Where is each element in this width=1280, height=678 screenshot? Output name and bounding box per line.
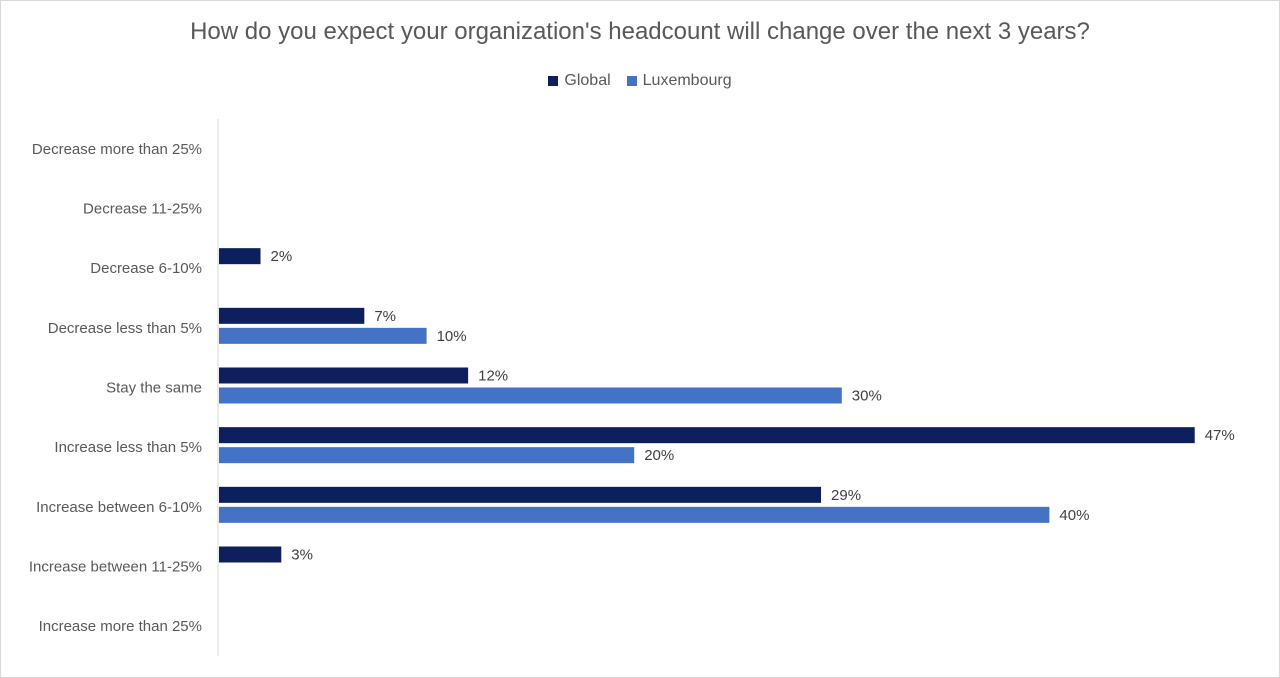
category-label: Decrease 6-10% (90, 260, 202, 277)
bar-luxembourg (219, 387, 842, 404)
data-label-global: 47% (1205, 427, 1235, 444)
chart-title: How do you expect your organization's he… (190, 18, 1090, 45)
bar-global (219, 427, 1195, 444)
data-label-global: 3% (291, 547, 313, 564)
legend-label-global: Global (564, 72, 611, 89)
legend-item-luxembourg: Luxembourg (626, 72, 732, 90)
category-label: Increase between 6-10% (36, 499, 202, 516)
chart-legend: Global Luxembourg (1, 72, 1279, 90)
bar-global (219, 486, 822, 503)
bar-luxembourg (219, 327, 427, 344)
bar-global (219, 546, 282, 563)
category-label: Decrease more than 25% (32, 141, 202, 158)
data-label-luxembourg: 20% (644, 447, 674, 464)
legend-item-global: Global (548, 72, 611, 90)
legend-swatch-global (548, 76, 559, 86)
legend-label-luxembourg: Luxembourg (642, 72, 732, 89)
category-label: Stay the same (106, 380, 202, 397)
bar-global (219, 367, 469, 384)
data-label-global: 12% (478, 368, 508, 385)
data-label-global: 7% (374, 308, 396, 325)
bar-luxembourg (219, 447, 635, 464)
bar-luxembourg (219, 506, 1050, 523)
bar-global (219, 307, 365, 324)
data-label-global: 29% (831, 487, 861, 504)
category-label: Increase less than 5% (54, 439, 202, 456)
data-label-global: 2% (271, 248, 293, 265)
category-label: Increase more than 25% (39, 618, 202, 635)
legend-swatch-luxembourg (626, 76, 637, 86)
data-label-luxembourg: 40% (1059, 507, 1089, 524)
bar-global (219, 248, 261, 265)
data-label-luxembourg: 10% (437, 328, 467, 345)
category-label: Decrease 11-25% (83, 201, 202, 218)
category-label: Increase between 11-25% (29, 559, 202, 576)
category-label: Decrease less than 5% (48, 320, 202, 337)
data-label-luxembourg: 30% (852, 388, 882, 405)
